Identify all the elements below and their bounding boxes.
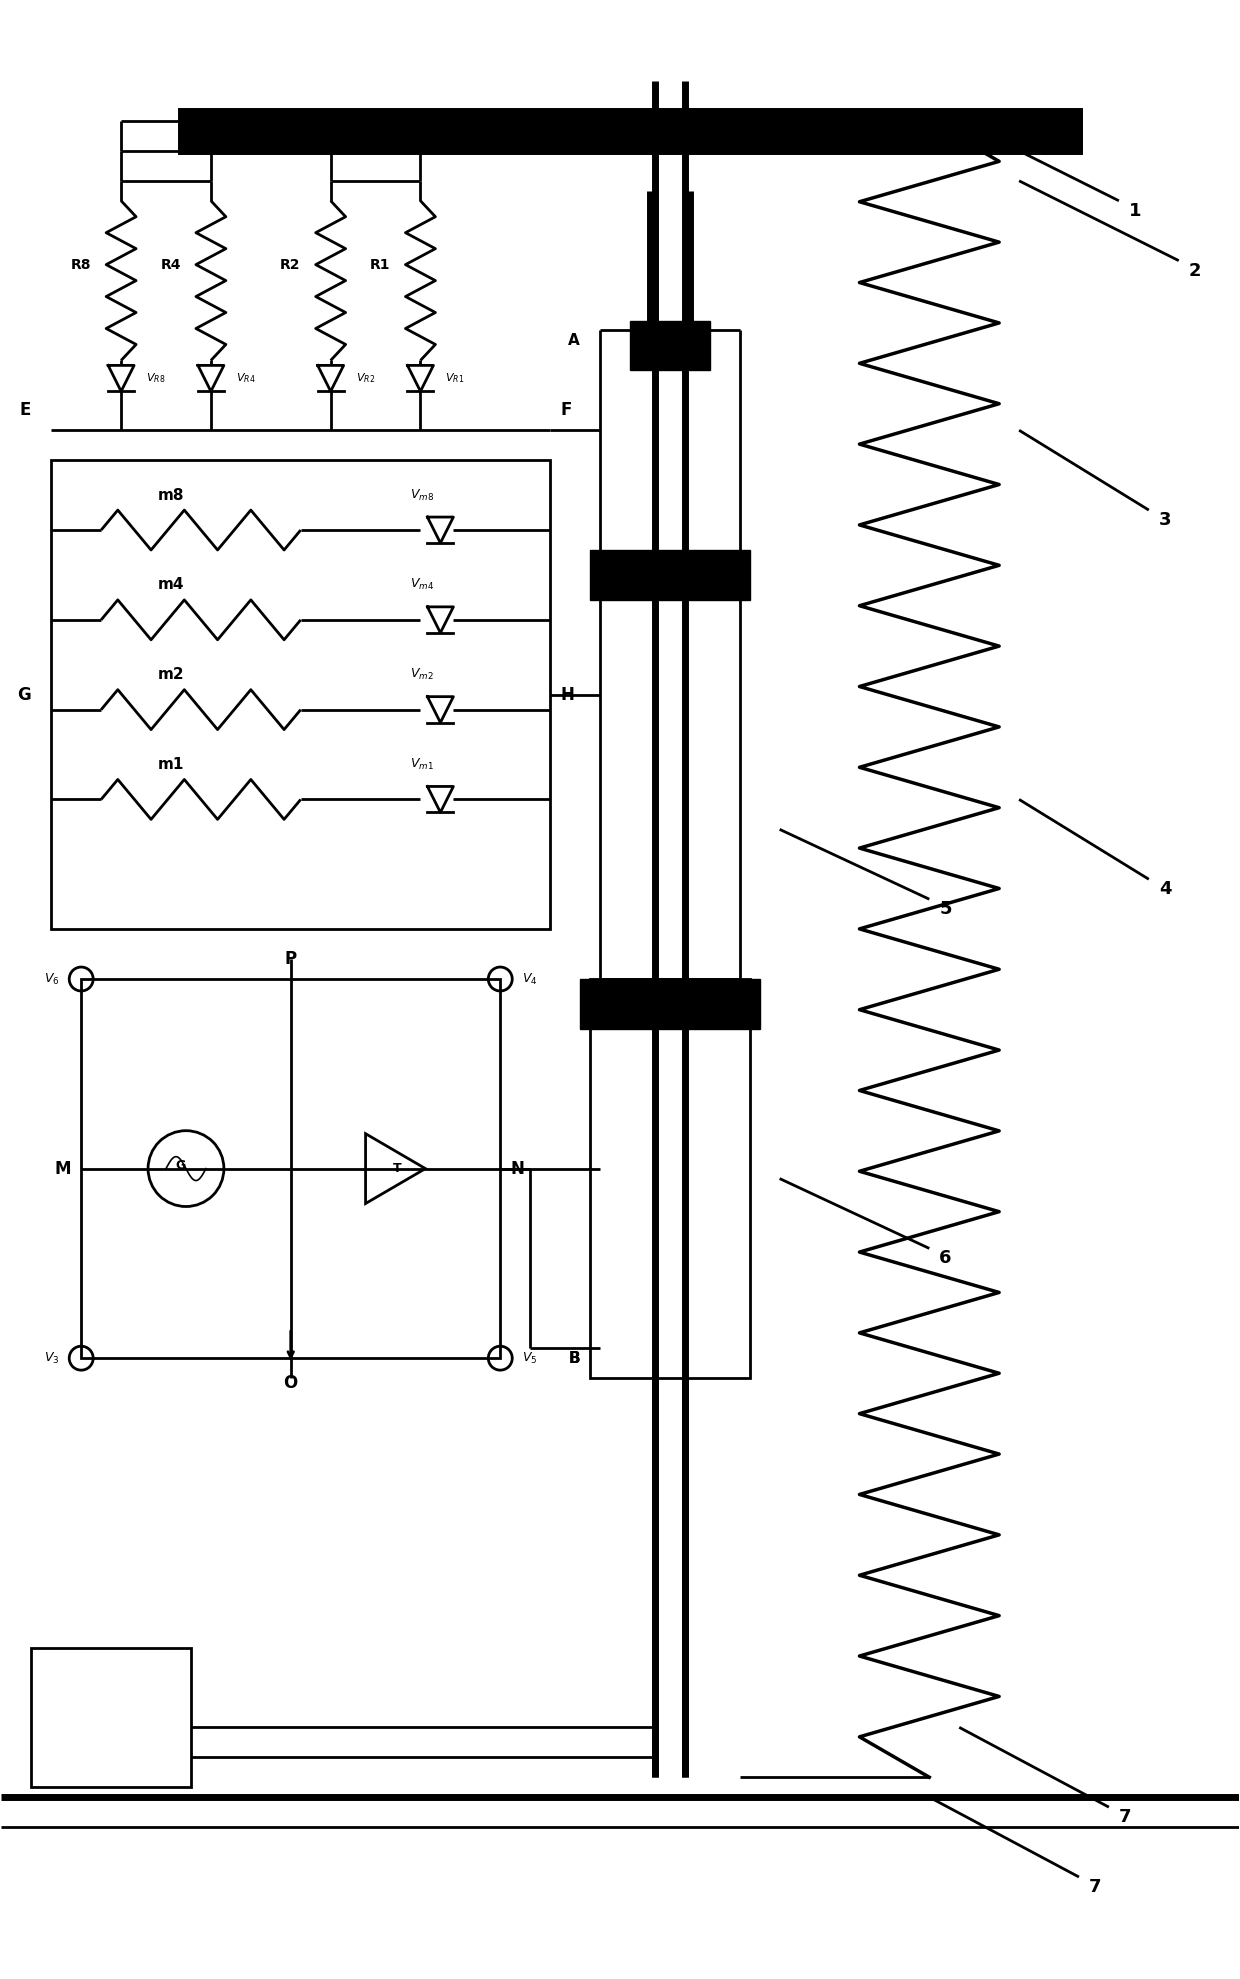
- Text: $V_{m2}$: $V_{m2}$: [410, 667, 434, 683]
- Text: 1: 1: [1128, 202, 1141, 220]
- Text: E: E: [20, 402, 31, 420]
- Text: m1: m1: [157, 758, 185, 772]
- Bar: [590, 980, 750, 1377]
- Bar: [181, 111, 1079, 150]
- Text: $V_3$: $V_3$: [43, 1350, 60, 1366]
- Text: P: P: [285, 950, 296, 968]
- Text: 3: 3: [1159, 511, 1172, 528]
- Text: R4: R4: [160, 257, 181, 271]
- Text: $V_{R1}$: $V_{R1}$: [445, 372, 465, 386]
- Text: M: M: [55, 1160, 71, 1178]
- Text: $V_{R4}$: $V_{R4}$: [236, 372, 255, 386]
- Text: 7: 7: [1118, 1809, 1131, 1827]
- Text: m2: m2: [157, 667, 185, 683]
- Text: $V_{m4}$: $V_{m4}$: [410, 578, 434, 592]
- Text: G: G: [176, 1160, 186, 1172]
- Bar: [51, 461, 551, 928]
- Text: $V_5$: $V_5$: [522, 1350, 538, 1366]
- Bar: [590, 550, 750, 600]
- Text: 5: 5: [939, 900, 952, 918]
- Text: $V_{m8}$: $V_{m8}$: [410, 487, 434, 503]
- Bar: [580, 980, 760, 1029]
- Text: B: B: [568, 1352, 580, 1366]
- Bar: [630, 321, 709, 370]
- Text: 7: 7: [1089, 1878, 1101, 1896]
- Bar: [81, 980, 500, 1358]
- Text: 6: 6: [939, 1249, 952, 1267]
- Text: B: B: [568, 1352, 580, 1366]
- Text: A: A: [568, 332, 580, 348]
- Bar: [31, 1649, 191, 1787]
- Text: $V_{R2}$: $V_{R2}$: [356, 372, 374, 386]
- Text: m8: m8: [157, 487, 185, 503]
- Text: R1: R1: [370, 257, 391, 271]
- Text: R2: R2: [280, 257, 301, 271]
- Text: F: F: [560, 402, 572, 420]
- Text: 2: 2: [1189, 261, 1202, 279]
- Text: m4: m4: [157, 578, 185, 592]
- Text: R8: R8: [71, 257, 92, 271]
- Text: 4: 4: [1159, 881, 1172, 898]
- Text: H: H: [560, 685, 574, 705]
- Text: T: T: [393, 1162, 402, 1176]
- Text: O: O: [284, 1373, 298, 1391]
- Text: $V_4$: $V_4$: [522, 972, 538, 988]
- Text: G: G: [17, 685, 31, 705]
- Text: $V_6$: $V_6$: [43, 972, 60, 988]
- Text: $V_{R8}$: $V_{R8}$: [146, 372, 165, 386]
- Text: $V_{m1}$: $V_{m1}$: [410, 756, 434, 772]
- Text: N: N: [510, 1160, 525, 1178]
